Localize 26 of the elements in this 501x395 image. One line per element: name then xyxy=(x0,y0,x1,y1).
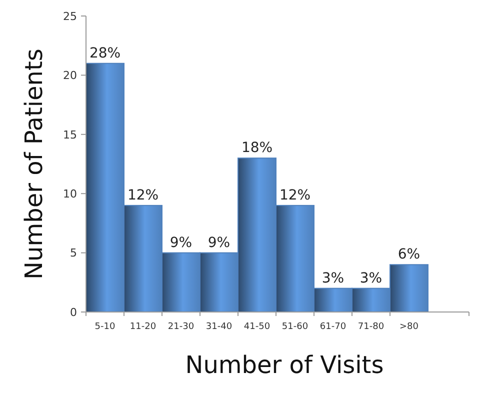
annotation: 6% xyxy=(398,246,420,263)
annotation: 12% xyxy=(127,187,159,204)
annotation: 9% xyxy=(170,234,192,251)
x-tick-label: >80 xyxy=(400,322,419,332)
y-tick-label: 25 xyxy=(63,10,77,23)
annotation: 3% xyxy=(322,270,344,286)
x-axis-title: Number of Visits xyxy=(185,351,384,379)
x-tick-label: 11-20 xyxy=(130,322,156,332)
x-tick-label: 71-80 xyxy=(358,322,384,332)
y-tick-label: 20 xyxy=(63,69,77,82)
y-tick-label: 10 xyxy=(63,187,77,200)
y-tick-label: 15 xyxy=(63,128,77,142)
y-tick-label: 0 xyxy=(70,306,77,319)
x-tick-label: 31-40 xyxy=(206,322,232,332)
annotation: 3% xyxy=(360,270,382,286)
annotation: 12% xyxy=(279,187,311,204)
x-tick-label: 5-10 xyxy=(94,322,116,332)
y-tick-label: 5 xyxy=(70,246,77,260)
x-tick-label: 51-60 xyxy=(282,322,308,332)
y-axis-title: Number of Patients xyxy=(20,48,48,280)
annotation: 28% xyxy=(89,45,121,62)
x-tick-label: 21-30 xyxy=(168,322,194,332)
x-tick-label: 41-50 xyxy=(244,322,270,332)
x-tick-label: 61-70 xyxy=(320,322,346,332)
annotation: 18% xyxy=(241,140,273,156)
annotation: 9% xyxy=(208,234,230,251)
